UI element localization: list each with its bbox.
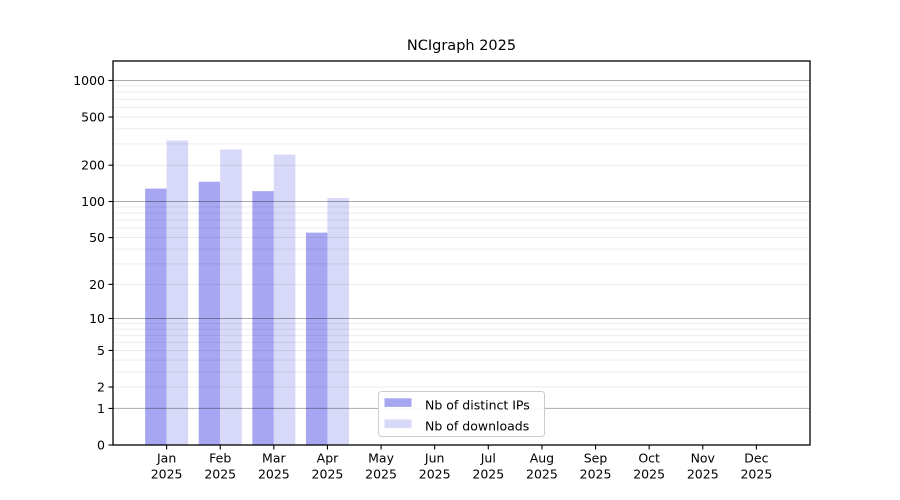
x-tick-label-feb: Feb bbox=[209, 451, 231, 466]
x-tick-sublabel-apr: 2025 bbox=[312, 467, 344, 482]
y-tick-label: 200 bbox=[81, 158, 105, 173]
legend: Nb of distinct IPs Nb of downloads bbox=[378, 391, 545, 437]
x-tick-label-oct: Oct bbox=[638, 451, 660, 466]
bar-nb-of-downloads-mar bbox=[273, 154, 296, 446]
y-tick-label: 1 bbox=[97, 401, 105, 416]
x-tick-sublabel-jun: 2025 bbox=[419, 467, 451, 482]
legend-box bbox=[378, 391, 545, 437]
chart-title: NCIgraph 2025 bbox=[406, 38, 517, 54]
bar-nb-of-distinct-ips-mar bbox=[252, 191, 274, 445]
x-tick-label-mar: Mar bbox=[262, 451, 286, 466]
x-tick-label-may: May bbox=[368, 451, 394, 466]
y-tick-label: 1000 bbox=[73, 73, 105, 88]
y-tick-label: 20 bbox=[89, 277, 105, 292]
x-tick-sublabel-oct: 2025 bbox=[633, 467, 665, 482]
x-tick-sublabel-jan: 2025 bbox=[151, 467, 183, 482]
bar-nb-of-distinct-ips-feb bbox=[198, 181, 221, 445]
bar-nb-of-downloads-jan bbox=[166, 140, 189, 445]
x-tick-label-jul: Jul bbox=[480, 451, 496, 466]
legend-label-nb-of-downloads: Nb of downloads bbox=[425, 419, 529, 434]
x-tick-label-aug: Aug bbox=[530, 451, 554, 466]
plot-border bbox=[112, 60, 811, 446]
y-tick-label: 5 bbox=[97, 343, 105, 358]
x-tick-sublabel-dec: 2025 bbox=[740, 467, 772, 482]
x-tick-label-sep: Sep bbox=[584, 451, 608, 466]
bar-nb-of-distinct-ips-jan bbox=[145, 188, 167, 445]
x-tick-sublabel-jul: 2025 bbox=[472, 467, 504, 482]
x-tick-label-dec: Dec bbox=[744, 451, 768, 466]
bar-nb-of-distinct-ips-apr bbox=[305, 232, 328, 445]
y-tick-label: 2 bbox=[97, 379, 105, 394]
x-tick-sublabel-sep: 2025 bbox=[580, 467, 612, 482]
x-tick-sublabel-nov: 2025 bbox=[687, 467, 719, 482]
legend-swatch-nb-of-downloads bbox=[384, 419, 412, 429]
y-tick-label: 10 bbox=[89, 311, 105, 326]
y-tick-label: 500 bbox=[81, 109, 105, 124]
legend-swatch-nb-of-distinct-ips bbox=[384, 398, 412, 407]
legend-label-nb-of-distinct-ips: Nb of distinct IPs bbox=[425, 397, 530, 412]
y-tick-label: 50 bbox=[89, 230, 105, 245]
x-tick-sublabel-mar: 2025 bbox=[258, 467, 290, 482]
bar-nb-of-downloads-feb bbox=[220, 149, 242, 445]
x-tick-label-nov: Nov bbox=[691, 451, 716, 466]
x-tick-sublabel-may: 2025 bbox=[365, 467, 397, 482]
x-tick-label-apr: Apr bbox=[317, 451, 339, 466]
x-tick-label-jan: Jan bbox=[156, 451, 176, 466]
x-tick-label-jun: Jun bbox=[424, 451, 445, 466]
x-tick-sublabel-aug: 2025 bbox=[526, 467, 558, 482]
y-tick-label: 0 bbox=[97, 437, 105, 452]
bar-nb-of-downloads-apr bbox=[327, 197, 349, 445]
x-tick-sublabel-feb: 2025 bbox=[204, 467, 236, 482]
y-tick-label: 100 bbox=[81, 194, 105, 209]
